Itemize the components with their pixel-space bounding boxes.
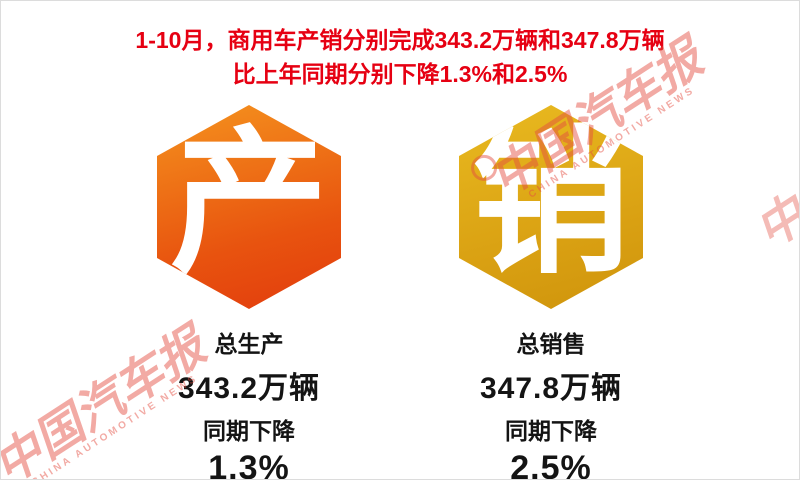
production-hexagon-icon: 产 (157, 105, 341, 309)
headline: 1-10月，商用车产销分别完成343.2万辆和347.8万辆 比上年同期分别下降… (1, 1, 799, 91)
sales-value: 347.8万辆 (479, 372, 623, 405)
sales-label: 总销售 (516, 331, 586, 357)
headline-line-1: 1-10月，商用车产销分别完成343.2万辆和347.8万辆 (135, 27, 665, 53)
production-change-label: 同期下降 (203, 418, 295, 444)
production-change-value: 1.3% (208, 449, 290, 480)
headline-line-2: 比上年同期分别下降1.3%和2.5% (232, 61, 568, 87)
production-card: 产 总生产 343.2万辆 同期下降 1.3% (129, 105, 369, 480)
sales-card: 销 总销售 347.8万辆 同期下降 2.5% (431, 105, 671, 480)
sales-hex-character: 销 (472, 115, 630, 292)
sales-change-label: 同期下降 (505, 418, 597, 444)
stats-row: 产 总生产 343.2万辆 同期下降 1.3% 销 总销售 347.8万辆 同期… (1, 105, 799, 480)
sales-change-value: 2.5% (510, 449, 592, 480)
production-value: 343.2万辆 (177, 372, 321, 405)
sales-hexagon-icon: 销 (459, 105, 643, 309)
production-label: 总生产 (214, 331, 284, 357)
production-hex-character: 产 (170, 115, 328, 292)
